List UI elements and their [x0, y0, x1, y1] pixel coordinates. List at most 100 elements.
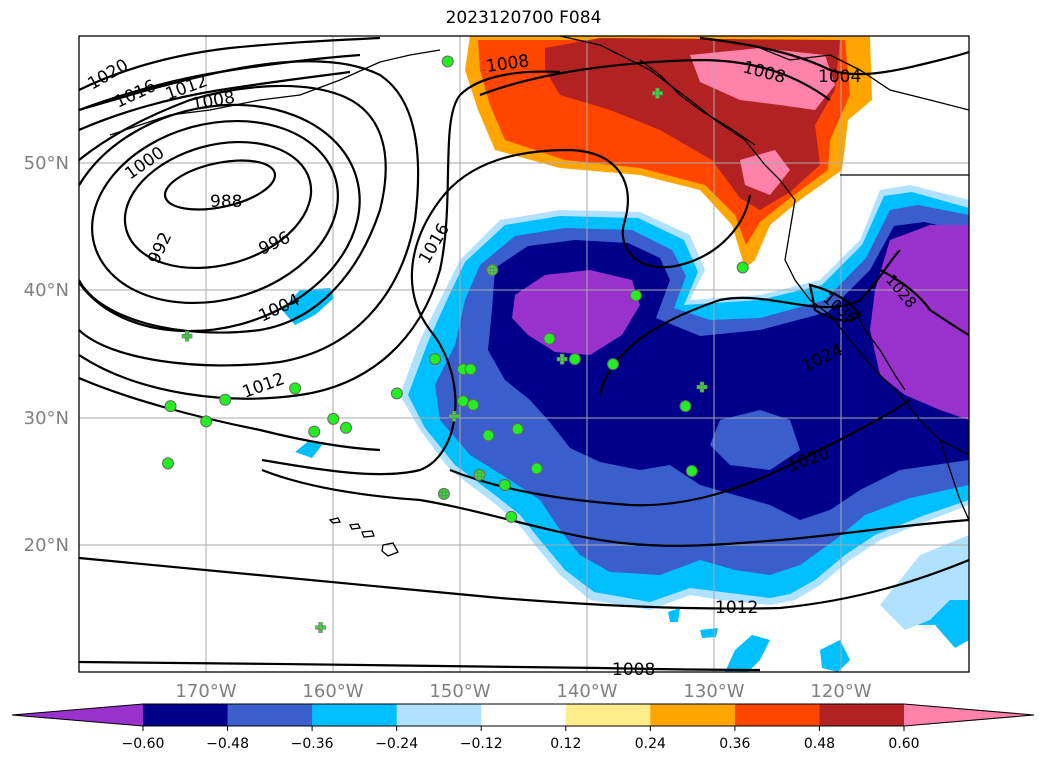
lat-label-30n: 30°N: [24, 408, 69, 429]
anomaly-fill-region: [725, 635, 770, 672]
observation-cross-marker: [448, 410, 460, 422]
isobar-1020-east: [449, 399, 911, 507]
anomaly-fill-region: [880, 535, 969, 630]
lat-label-20n: 20°N: [24, 535, 69, 556]
map-title: 2023120700 F084: [445, 8, 602, 28]
observation-cross-marker: [696, 381, 708, 393]
colorbar-segment: [396, 704, 482, 726]
contour-label: 988: [210, 192, 242, 212]
coastline-alaska-panhandle: [639, 59, 756, 146]
anomaly-fill-region: [668, 608, 680, 622]
colorbar: −0.60 −0.48 −0.36 −0.24 −0.12 0.12 0.24 0.36 0.4…: [11, 703, 1035, 752]
observation-cross-marker: [315, 622, 326, 633]
island-hawaii: [381, 542, 399, 557]
lon-label-150w: 150°W: [429, 681, 490, 702]
isobar-1036: [808, 283, 862, 322]
isobar-1016-nw: [79, 53, 361, 112]
colorbar-extend-high: [904, 704, 1034, 726]
isobar-1024: [598, 249, 901, 396]
latitude-labels: 50°N 40°N 30°N 20°N: [24, 153, 69, 556]
observation-circle-marker: [568, 353, 581, 366]
observation-circle-marker: [441, 55, 454, 68]
isobar-1000: [79, 103, 361, 333]
anomaly-fill-region: [690, 48, 835, 110]
contour-label: 1012: [715, 598, 758, 618]
observation-circle-marker: [164, 400, 177, 413]
lon-label-120w: 120°W: [810, 681, 871, 702]
lon-label-130w: 130°W: [683, 681, 744, 702]
observation-circle-marker: [464, 363, 477, 376]
observation-circle-marker: [679, 400, 692, 413]
isobar-1016-central: [261, 148, 752, 476]
colorbar-segment: [143, 704, 229, 726]
anomaly-fill-region: [512, 270, 640, 355]
observation-cross-marker: [438, 488, 450, 500]
anomaly-fill-region: [295, 440, 322, 458]
observation-circle-marker: [736, 261, 749, 274]
lon-label-140w: 140°W: [556, 681, 617, 702]
colorbar-tick-label: −0.48: [206, 736, 249, 752]
observation-circle-marker: [429, 353, 441, 366]
isobar-1012-nw: [79, 70, 351, 132]
island-hawaii: [349, 523, 361, 530]
anomaly-fill-region: [870, 225, 969, 420]
observation-circle-marker: [685, 465, 698, 478]
isobar-1008-north: [479, 58, 831, 101]
colorbar-segment: [312, 704, 398, 726]
isobar-988: [163, 159, 277, 211]
isobar-1020-nw: [79, 36, 381, 91]
observation-circle-marker: [482, 429, 495, 442]
colorbar-tick-label: 0.12: [550, 736, 581, 752]
coastline-mexico: [939, 439, 969, 521]
colorbar-segment: [819, 704, 905, 726]
observation-circle-marker: [607, 358, 619, 371]
observation-circle-marker: [340, 421, 352, 434]
coastline-baja-california: [854, 309, 906, 391]
pressure-contours: [79, 36, 969, 672]
graticule: [79, 36, 969, 672]
colorbar-segment: [565, 704, 651, 726]
lat-label-40n: 40°N: [24, 280, 69, 301]
observation-circle-marker: [511, 423, 524, 436]
island-hawaii: [328, 517, 341, 524]
coastline-aleutians: [109, 49, 441, 136]
anomaly-fill-region: [820, 640, 850, 672]
isobar-1008-south: [79, 556, 969, 610]
observation-markers: [162, 55, 749, 633]
anomaly-fill-region: [282, 288, 334, 325]
isobar-992: [123, 140, 313, 270]
contour-label: 1008: [612, 660, 655, 680]
observation-circle-marker: [162, 457, 174, 470]
colorbar-segment: [227, 704, 313, 726]
isobar-1004: [79, 84, 387, 334]
contour-label: 1004: [818, 67, 861, 87]
observation-circle-marker: [505, 510, 518, 523]
observation-circle-marker: [289, 382, 302, 395]
isobar-996: [91, 119, 339, 305]
colorbar-tick-label: −0.12: [460, 736, 503, 752]
isobar-1004-ne: [699, 36, 969, 76]
observation-cross-marker: [181, 330, 193, 342]
coastlines: [109, 36, 969, 557]
lon-label-160w: 160°W: [302, 681, 363, 702]
anomaly-fill-region: [740, 150, 790, 195]
isobar-1028-east: [879, 269, 969, 336]
observation-circle-marker: [456, 395, 469, 408]
observation-cross-marker: [652, 87, 663, 99]
colorbar-segment: [734, 704, 820, 726]
isobar-1012-central: [261, 468, 969, 547]
island-hawaii: [361, 530, 375, 538]
anomaly-fill-region: [710, 410, 800, 470]
colorbar-extend-low: [12, 704, 143, 726]
colorbar-tick-label: −0.60: [122, 736, 165, 752]
observation-circle-marker: [530, 462, 543, 475]
observation-circle-marker: [219, 393, 232, 406]
observation-circle-marker: [327, 412, 340, 425]
isobar-1008-bottom: [79, 660, 761, 672]
observation-cross-marker: [486, 264, 498, 276]
colorbar-tick-label: 0.48: [804, 736, 835, 752]
colorbar-tick-label: 0.36: [719, 736, 750, 752]
colorbar-segment: [650, 704, 736, 726]
lat-label-50n: 50°N: [24, 153, 69, 174]
